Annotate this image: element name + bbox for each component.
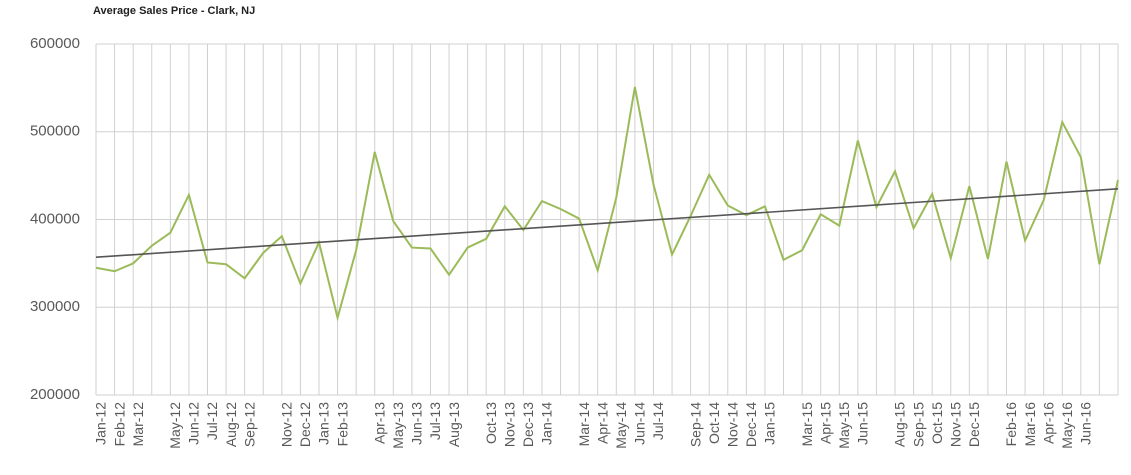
x-tick-label: Jan-14 bbox=[539, 402, 555, 445]
x-tick-label: Jan-12 bbox=[93, 402, 109, 445]
x-tick-label: Jul-12 bbox=[204, 402, 220, 440]
x-tick-label: Aug-12 bbox=[223, 402, 239, 447]
x-tick-label: Apr-15 bbox=[817, 402, 833, 444]
x-tick-label: Jan-15 bbox=[762, 402, 778, 445]
x-tick-label: Jul-13 bbox=[427, 402, 443, 440]
chart-title: Average Sales Price - Clark, NJ bbox=[93, 5, 255, 17]
x-tick-label: Dec-14 bbox=[743, 402, 759, 447]
x-tick-label: Sep-15 bbox=[910, 402, 926, 447]
x-tick-label: Apr-14 bbox=[594, 402, 610, 444]
x-tick-label: Aug-13 bbox=[446, 402, 462, 447]
x-tick-label: Sep-14 bbox=[687, 402, 703, 447]
x-tick-label: Jun-15 bbox=[855, 402, 871, 445]
x-tick-label: Nov-15 bbox=[947, 402, 963, 447]
x-tick-label: Mar-12 bbox=[130, 402, 146, 447]
trendline bbox=[95, 187, 1119, 259]
x-tick-label: Oct-13 bbox=[483, 402, 499, 444]
x-tick-label: Apr-16 bbox=[1040, 402, 1056, 444]
x-tick-label: May-16 bbox=[1059, 402, 1075, 449]
x-tick-label: Dec-13 bbox=[520, 402, 536, 447]
x-tick-label: Oct-15 bbox=[929, 402, 945, 444]
x-tick-label: Aug-15 bbox=[892, 402, 908, 447]
x-tick-label: May-14 bbox=[613, 402, 629, 449]
x-tick-label: Mar-16 bbox=[1022, 402, 1038, 447]
y-tick-label: 300000 bbox=[30, 298, 80, 315]
y-tick-label: 500000 bbox=[30, 123, 80, 140]
x-tick-label: Mar-15 bbox=[799, 402, 815, 447]
x-tick-label: Nov-14 bbox=[724, 402, 740, 447]
x-tick-label: Apr-13 bbox=[371, 402, 387, 444]
x-tick-label: Feb-16 bbox=[1003, 402, 1019, 447]
y-tick-label: 400000 bbox=[30, 210, 80, 227]
x-tick-label: Jun-14 bbox=[632, 402, 648, 445]
y-tick-label: 200000 bbox=[30, 386, 80, 403]
x-tick-label: Dec-15 bbox=[966, 402, 982, 447]
x-tick-label: Jun-16 bbox=[1078, 402, 1094, 445]
x-tick-label: Nov-12 bbox=[279, 402, 295, 447]
x-tick-label: Nov-13 bbox=[502, 402, 518, 447]
x-tick-label: Jan-13 bbox=[316, 402, 332, 445]
x-tick-label: May-12 bbox=[167, 402, 183, 449]
x-tick-label: Feb-12 bbox=[111, 402, 127, 447]
x-tick-label: Jun-12 bbox=[186, 402, 202, 445]
data-line bbox=[95, 86, 1119, 322]
x-tick-label: Feb-13 bbox=[334, 402, 350, 447]
x-tick-label: Jun-13 bbox=[409, 402, 425, 445]
x-tick-label: Sep-12 bbox=[241, 402, 257, 447]
y-tick-label: 600000 bbox=[30, 35, 80, 52]
x-tick-label: Mar-14 bbox=[576, 402, 592, 447]
x-tick-label: May-15 bbox=[836, 402, 852, 449]
x-tick-label: May-13 bbox=[390, 402, 406, 449]
x-tick-label: Jul-14 bbox=[650, 402, 666, 440]
x-tick-label: Oct-14 bbox=[706, 402, 722, 444]
x-tick-label: Dec-12 bbox=[297, 402, 313, 447]
